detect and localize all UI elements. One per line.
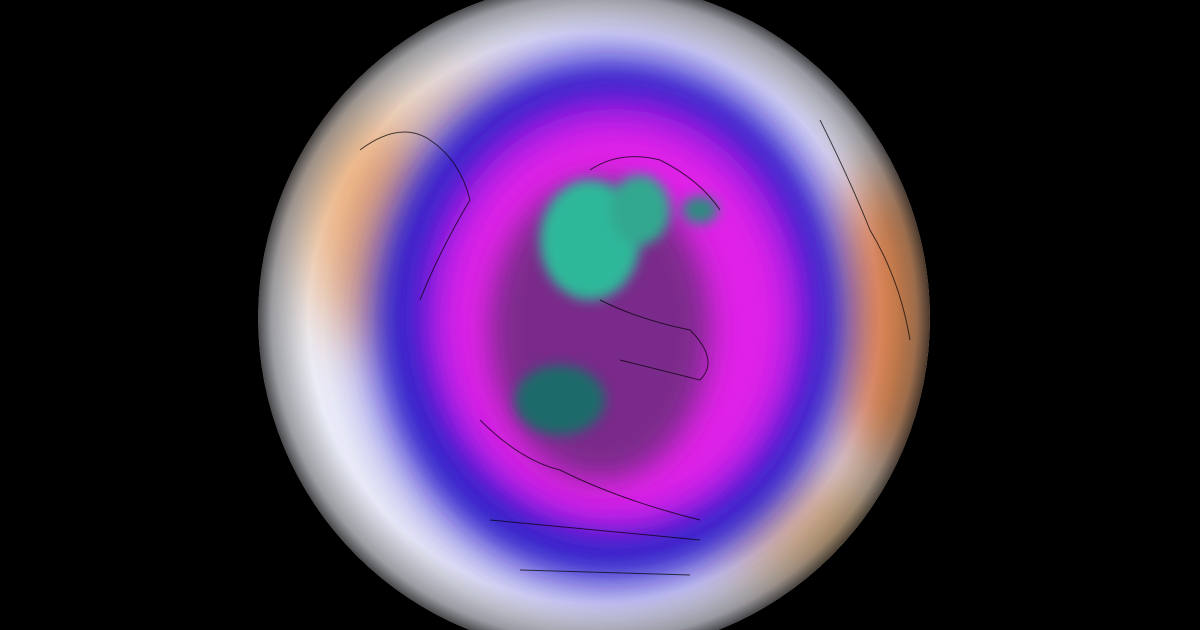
globe (258, 0, 930, 630)
